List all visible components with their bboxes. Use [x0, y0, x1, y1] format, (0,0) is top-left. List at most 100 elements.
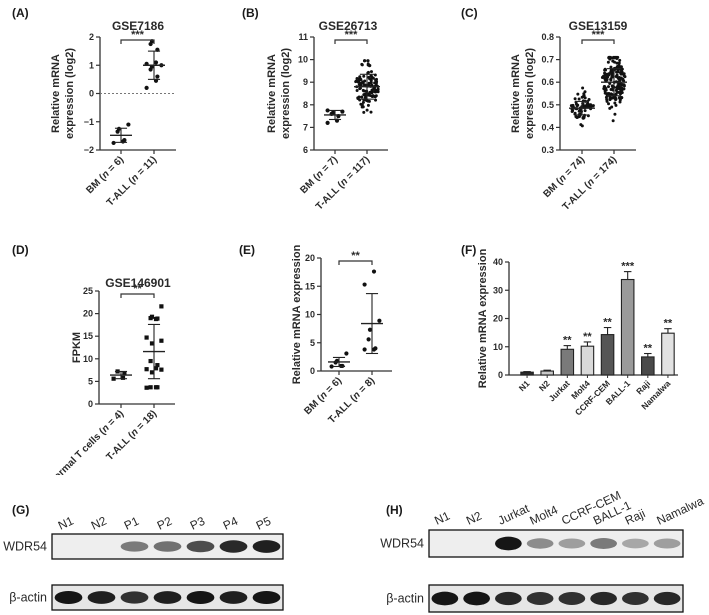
lane-label: N1	[56, 513, 76, 532]
panel-label-c: (C)	[461, 6, 478, 20]
y-tick-label: 2	[89, 32, 94, 42]
y-tick-label: 25	[83, 286, 93, 296]
y-tick-label: 7	[303, 122, 308, 132]
significance-marker: **	[644, 343, 653, 355]
significance-marker: **	[563, 335, 572, 347]
y-axis-label: Relative mRNA expression	[477, 248, 489, 388]
y-tick-label: 10	[298, 55, 308, 65]
y-tick-label: 5	[88, 376, 93, 386]
lane-label: Namalwa	[654, 494, 706, 528]
significance-marker: ***	[345, 29, 359, 41]
blot-row-label: β-actin	[386, 592, 424, 606]
lane-label: N1	[432, 508, 452, 527]
y-tick-label: 0.8	[541, 32, 554, 42]
y-axis-label: FPKM	[71, 332, 83, 363]
panel-label-a: (A)	[12, 6, 29, 20]
y-tick-label: 5	[310, 338, 315, 348]
scatter-chart-gse26713: 11 10 9 8 7 6 GSE26713 Relative mRNA expression …	[266, 19, 388, 210]
x-category-label: T-ALL (n = 174)	[561, 154, 620, 210]
y-tick-label: 15	[83, 331, 93, 341]
bar-raji	[641, 356, 655, 376]
bar-molt4	[580, 345, 595, 376]
western-blot-patients: N1 N2 P1 P2 P3 P4 P5 WDR54 β-actin	[3, 513, 284, 611]
panel-label-b: (B)	[242, 6, 259, 20]
significance-marker: **	[583, 331, 592, 343]
y-axis-label: expression (log2)	[64, 48, 76, 139]
y-axis-label: Relative mRNA expression	[291, 244, 303, 384]
y-tick-label: 10	[305, 310, 315, 320]
chart-title: GSE26713	[319, 19, 378, 33]
y-tick-label: 0	[310, 366, 315, 376]
y-tick-label: 9	[303, 77, 308, 87]
significance-marker: **	[603, 317, 612, 329]
y-tick-label: 30	[493, 285, 503, 295]
lane-label: P2	[155, 514, 175, 533]
significance-marker: ***	[621, 261, 635, 273]
y-tick-label: 20	[493, 314, 503, 324]
y-tick-label: 20	[83, 309, 93, 319]
y-tick-label: 10	[493, 342, 503, 352]
y-tick-label: 0.6	[541, 77, 554, 87]
blot-row-label: WDR54	[380, 537, 424, 551]
blot-row-label: β-actin	[9, 591, 47, 605]
y-tick-label: 0.3	[541, 145, 554, 155]
lane-label: Molt4	[527, 502, 560, 527]
bar-namalwa	[661, 332, 675, 376]
y-tick-label: 8	[303, 100, 308, 110]
y-tick-label: 10	[83, 354, 93, 364]
scatter-chart-gse13159: 0.8 0.7 0.6 0.5 0.4 0.3 GSE13159 Relative mRNA e…	[510, 19, 636, 210]
chart-title: GSE13159	[569, 19, 628, 33]
significance-marker: ***	[131, 29, 145, 41]
y-tick-label: 40	[493, 257, 503, 267]
y-axis-label: expression (log2)	[280, 48, 292, 139]
x-category-label: Jurkat	[547, 378, 572, 403]
lane-label: P4	[221, 514, 241, 533]
panel-label-d: (D)	[12, 243, 29, 257]
bar-jurkat	[560, 348, 575, 376]
y-axis-label: expression (log2)	[524, 48, 536, 139]
scatter-chart-gse146901: 25 20 15 10 5 0 GSE146901 FPKM ** normal T cells …	[48, 276, 175, 475]
bar-n2	[540, 370, 554, 376]
x-category-label: N2	[537, 378, 552, 393]
bar-n1	[520, 371, 534, 376]
y-tick-label: 0.7	[541, 55, 554, 65]
lane-label: P3	[188, 514, 208, 533]
y-tick-label: 6	[303, 145, 308, 155]
significance-marker: **	[351, 250, 360, 262]
y-axis-label: Relative mRNA	[510, 54, 522, 133]
y-tick-label: −1	[84, 117, 94, 127]
lane-label: P5	[254, 514, 274, 533]
lane-label: N2	[89, 513, 109, 532]
y-tick-label: −2	[84, 145, 94, 155]
y-tick-label: 15	[305, 281, 315, 291]
y-tick-label: 0	[89, 89, 94, 99]
panel-label-f: (F)	[461, 243, 477, 257]
x-category-label: N1	[517, 378, 532, 393]
blot-row-label: WDR54	[3, 540, 47, 554]
significance-marker: ***	[592, 29, 606, 41]
y-axis-label: Relative mRNA	[50, 54, 62, 133]
significance-marker: **	[133, 283, 142, 295]
lane-label: Jurkat	[496, 501, 532, 528]
scatter-chart-gse7186: 2 1 0 −1 −2 GSE7186 Relative mRNA expression (l…	[50, 19, 176, 209]
panel-label-e: (E)	[239, 243, 255, 257]
chart-title: GSE7186	[112, 19, 164, 33]
bar-ball-1	[620, 278, 635, 376]
chart-title: GSE146901	[105, 276, 171, 290]
x-category-label: normal T cells (n = 4)	[48, 408, 126, 475]
y-tick-label: 0	[88, 399, 93, 409]
lane-label: P1	[122, 514, 142, 533]
y-tick-label: 20	[305, 253, 315, 263]
y-tick-label: 0	[498, 370, 503, 380]
y-tick-label: 0.5	[541, 100, 554, 110]
bar-chart-cell-lines: 40 30 20 10 0 Relative mRNA expression N1 N2 ** J…	[477, 248, 678, 417]
y-axis-label: Relative mRNA	[266, 54, 278, 133]
lane-label: N2	[464, 508, 484, 527]
panel-label-g: (G)	[12, 503, 30, 517]
y-tick-label: 1	[89, 60, 94, 70]
significance-marker: **	[664, 318, 673, 330]
y-tick-label: 0.4	[541, 122, 554, 132]
panel-label-h: (H)	[386, 503, 403, 517]
